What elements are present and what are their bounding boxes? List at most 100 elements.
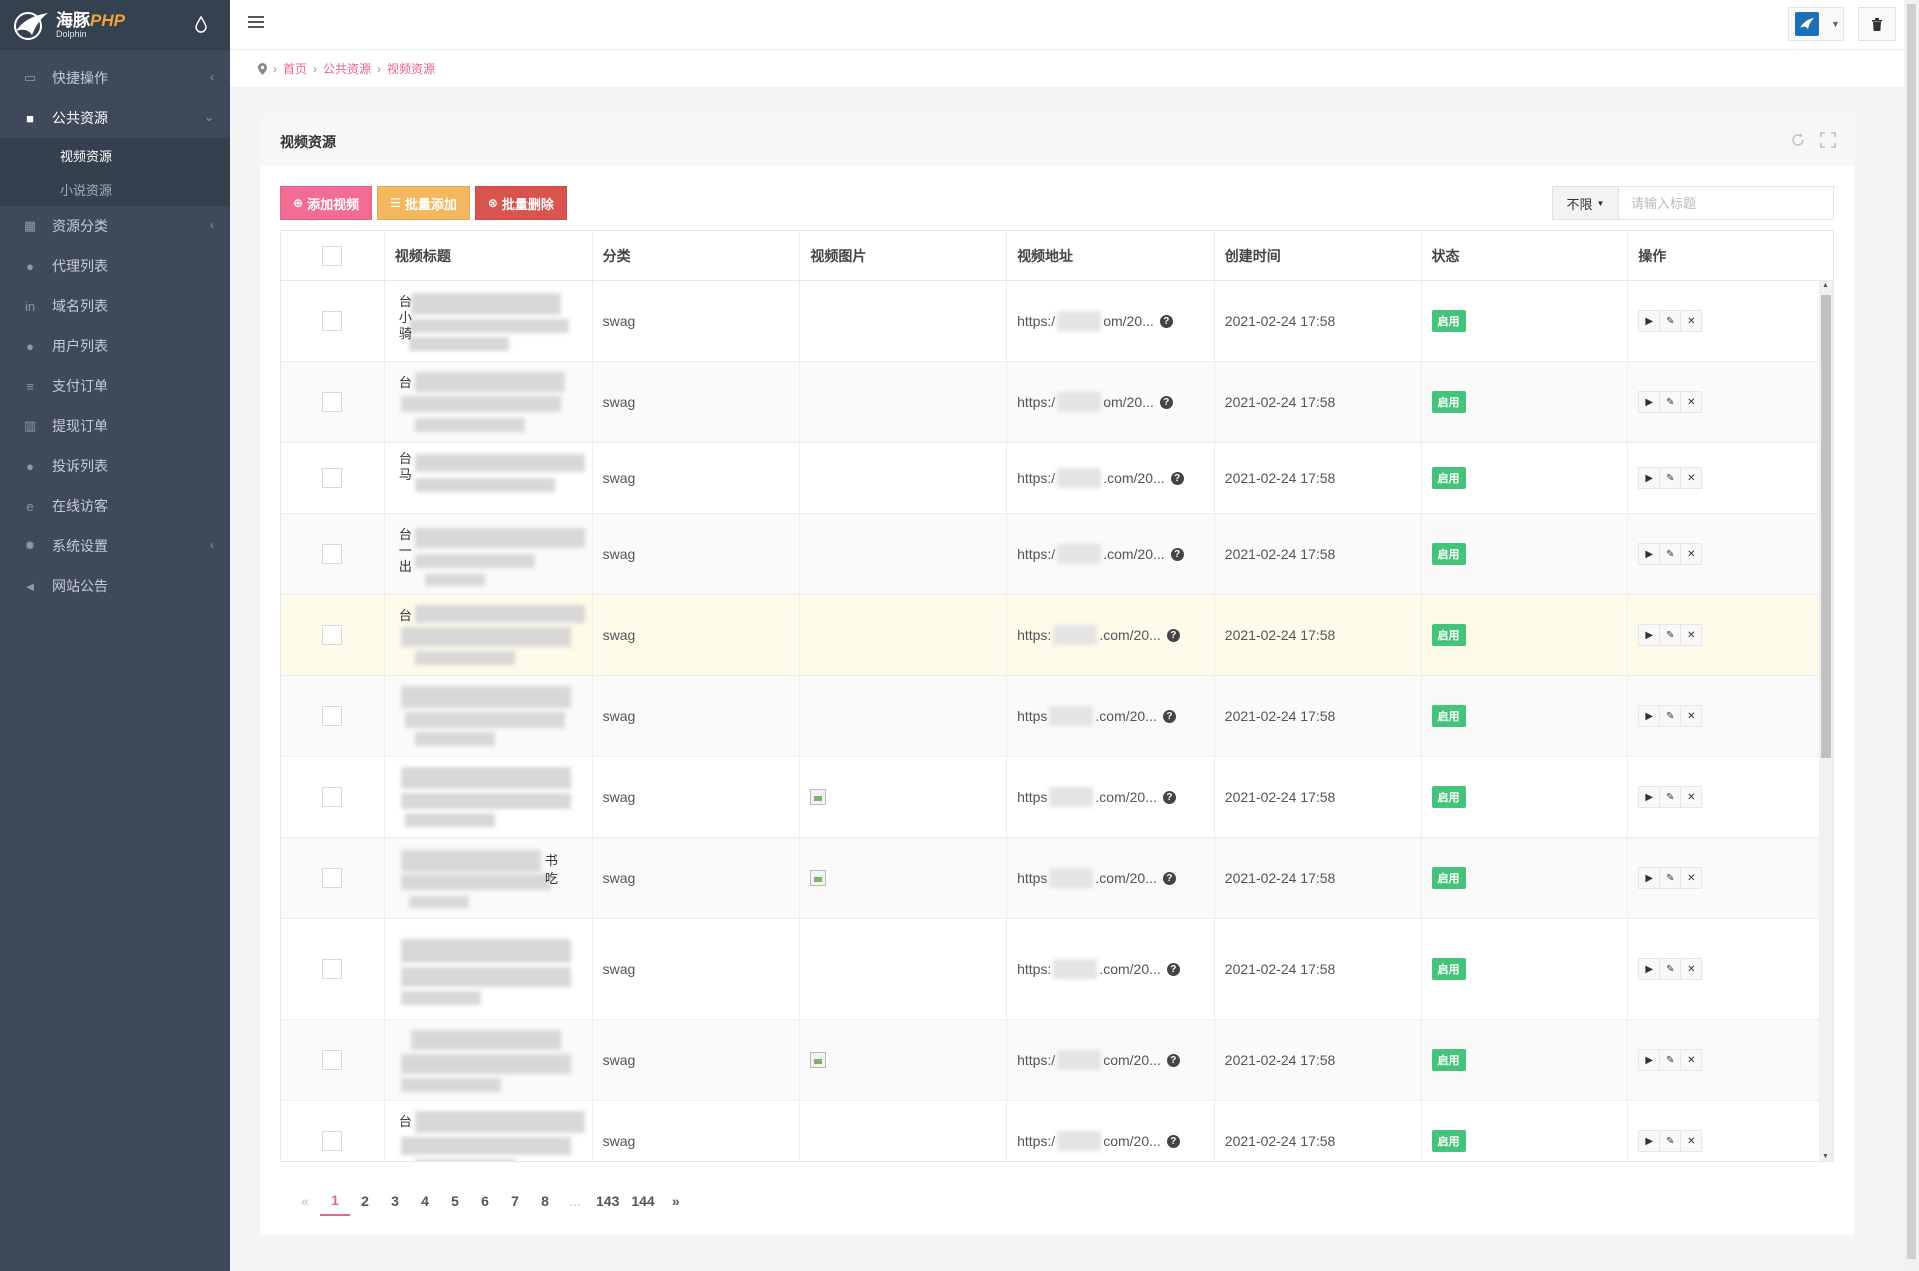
play-button[interactable]: ▶ bbox=[1638, 1130, 1661, 1152]
question-circle-icon[interactable]: ? bbox=[1166, 1053, 1180, 1067]
question-circle-icon[interactable]: ? bbox=[1159, 395, 1173, 409]
pagination-page[interactable]: 7 bbox=[511, 1193, 519, 1209]
row-checkbox[interactable] bbox=[322, 959, 343, 979]
page-scrollbar[interactable] bbox=[1904, 0, 1919, 1271]
delete-button[interactable]: ✕ bbox=[1680, 1049, 1703, 1071]
delete-button[interactable]: ✕ bbox=[1680, 467, 1703, 489]
edit-button[interactable]: ✎ bbox=[1659, 467, 1682, 489]
status-badge[interactable]: 启用 bbox=[1431, 624, 1466, 646]
question-circle-icon[interactable]: ? bbox=[1166, 628, 1180, 642]
delete-button[interactable]: ✕ bbox=[1680, 391, 1703, 413]
pagination-page[interactable]: ... bbox=[569, 1193, 581, 1209]
edit-button[interactable]: ✎ bbox=[1659, 1130, 1682, 1152]
delete-button[interactable]: ✕ bbox=[1680, 310, 1703, 332]
pagination-page[interactable]: 6 bbox=[481, 1193, 489, 1209]
add-video-button[interactable]: ⊕ 添加视频 bbox=[280, 186, 373, 220]
broken-image-icon[interactable] bbox=[810, 789, 827, 805]
delete-button[interactable]: ✕ bbox=[1680, 786, 1703, 808]
status-badge[interactable]: 启用 bbox=[1431, 867, 1466, 889]
breadcrumb-home[interactable]: 首页 bbox=[283, 62, 308, 76]
sidebar-item-0[interactable]: ▭ 快捷操作 ‹ bbox=[0, 58, 230, 98]
sidebar-item-1[interactable]: ■ 公共资源 ⌄ bbox=[0, 98, 230, 138]
row-checkbox[interactable] bbox=[322, 1131, 343, 1151]
row-checkbox[interactable] bbox=[322, 468, 343, 488]
edit-button[interactable]: ✎ bbox=[1659, 543, 1682, 565]
sidebar-item-5[interactable]: ● 用户列表 bbox=[0, 326, 230, 366]
breadcrumb-video-resources[interactable]: 视频资源 bbox=[387, 62, 436, 76]
question-circle-icon[interactable]: ? bbox=[1170, 547, 1184, 561]
pagination-page[interactable]: 8 bbox=[541, 1193, 549, 1209]
table-row[interactable]: 台马 swag https:/ .com/20...? 2021-02-24 17… bbox=[281, 443, 1833, 514]
row-checkbox[interactable] bbox=[322, 868, 343, 888]
pagination-page[interactable]: 2 bbox=[361, 1193, 369, 1209]
fullscreen-icon[interactable] bbox=[1820, 132, 1836, 148]
theme-drop-icon[interactable] bbox=[194, 15, 208, 33]
edit-button[interactable]: ✎ bbox=[1659, 867, 1682, 889]
pagination-page[interactable]: 5 bbox=[451, 1193, 459, 1209]
status-badge[interactable]: 启用 bbox=[1431, 467, 1466, 489]
play-button[interactable]: ▶ bbox=[1638, 624, 1661, 646]
row-checkbox[interactable] bbox=[322, 625, 343, 645]
row-checkbox[interactable] bbox=[322, 787, 343, 807]
table-row[interactable]: swag https: .com/20...? 2021-02-24 17:58 … bbox=[281, 919, 1833, 1020]
sidebar-item-7[interactable]: ▥ 提现订单 bbox=[0, 406, 230, 446]
row-checkbox[interactable] bbox=[322, 1050, 343, 1070]
sidebar-item-4[interactable]: in 域名列表 bbox=[0, 286, 230, 326]
question-circle-icon[interactable]: ? bbox=[1170, 471, 1184, 485]
delete-button[interactable]: ✕ bbox=[1680, 1130, 1703, 1152]
status-badge[interactable]: 启用 bbox=[1431, 705, 1466, 727]
play-button[interactable]: ▶ bbox=[1638, 867, 1661, 889]
play-button[interactable]: ▶ bbox=[1638, 310, 1661, 332]
sidebar-subitem-0[interactable]: 视频资源 bbox=[60, 148, 113, 164]
play-button[interactable]: ▶ bbox=[1638, 391, 1661, 413]
play-button[interactable]: ▶ bbox=[1638, 958, 1661, 980]
column-header-status[interactable]: 状态 bbox=[1422, 231, 1629, 281]
sidebar-item-8[interactable]: ● 投诉列表 bbox=[0, 446, 230, 486]
table-row[interactable]: 台 swag https:/ om/20...? 2021-02-24 17:58… bbox=[281, 362, 1833, 443]
search-input[interactable] bbox=[1618, 186, 1834, 220]
column-header-created[interactable]: 创建时间 bbox=[1215, 231, 1422, 281]
search-filter-select[interactable]: 不限 ▼ bbox=[1552, 186, 1618, 220]
edit-button[interactable]: ✎ bbox=[1659, 705, 1682, 727]
play-button[interactable]: ▶ bbox=[1638, 1049, 1661, 1071]
delete-button[interactable]: ✕ bbox=[1680, 867, 1703, 889]
edit-button[interactable]: ✎ bbox=[1659, 310, 1682, 332]
edit-button[interactable]: ✎ bbox=[1659, 958, 1682, 980]
pagination-page[interactable]: 1 bbox=[320, 1186, 350, 1216]
brand[interactable]: 海豚PHP Dolphin bbox=[0, 0, 230, 50]
select-all-checkbox[interactable] bbox=[322, 246, 343, 266]
table-scrollbar[interactable]: ▲ ▼ bbox=[1819, 281, 1833, 1161]
question-circle-icon[interactable]: ? bbox=[1159, 314, 1173, 328]
question-circle-icon[interactable]: ? bbox=[1162, 709, 1176, 723]
delete-button[interactable]: ✕ bbox=[1680, 705, 1703, 727]
table-row[interactable]: 书吃 swag https .com/20...? 2021-02-24 17:5… bbox=[281, 838, 1833, 919]
sidebar-item-2[interactable]: ▦ 资源分类 ‹ bbox=[0, 206, 230, 246]
play-button[interactable]: ▶ bbox=[1638, 467, 1661, 489]
scroll-thumb[interactable] bbox=[1821, 295, 1831, 758]
pagination-page[interactable]: 4 bbox=[421, 1193, 429, 1209]
table-row[interactable]: 台一出 swag https:/ .com/20...? 2021-02-24 1… bbox=[281, 514, 1833, 595]
status-badge[interactable]: 启用 bbox=[1431, 958, 1466, 980]
scroll-up-icon[interactable]: ▲ bbox=[1822, 282, 1829, 289]
play-button[interactable]: ▶ bbox=[1638, 543, 1661, 565]
sidebar-item-10[interactable]: ✹ 系统设置 ‹ bbox=[0, 526, 230, 566]
pagination-prev[interactable]: « bbox=[301, 1193, 309, 1209]
delete-button[interactable]: ✕ bbox=[1680, 958, 1703, 980]
status-badge[interactable]: 启用 bbox=[1431, 1049, 1466, 1071]
batch-add-button[interactable]: ☰ 批量添加 bbox=[377, 186, 470, 220]
page-scroll-thumb[interactable] bbox=[1907, 4, 1916, 1259]
broken-image-icon[interactable] bbox=[810, 870, 827, 886]
question-circle-icon[interactable]: ? bbox=[1166, 962, 1180, 976]
status-badge[interactable]: 启用 bbox=[1431, 310, 1466, 332]
question-circle-icon[interactable]: ? bbox=[1162, 790, 1176, 804]
play-button[interactable]: ▶ bbox=[1638, 705, 1661, 727]
sidebar-item-6[interactable]: ≡ 支付订单 bbox=[0, 366, 230, 406]
row-checkbox[interactable] bbox=[322, 706, 343, 726]
table-row[interactable]: 台 swag https:/ com/20...? 2021-02-24 17:5… bbox=[281, 1101, 1833, 1161]
column-header-title[interactable]: 视频标题 bbox=[385, 231, 593, 281]
pagination-page[interactable]: 143 bbox=[596, 1193, 620, 1209]
table-row[interactable]: swag https .com/20...? 2021-02-24 17:58 启… bbox=[281, 757, 1833, 838]
table-row[interactable]: swag https .com/20...? 2021-02-24 17:58 启… bbox=[281, 676, 1833, 757]
sidebar-item-9[interactable]: e 在线访客 bbox=[0, 486, 230, 526]
row-checkbox[interactable] bbox=[322, 544, 343, 564]
